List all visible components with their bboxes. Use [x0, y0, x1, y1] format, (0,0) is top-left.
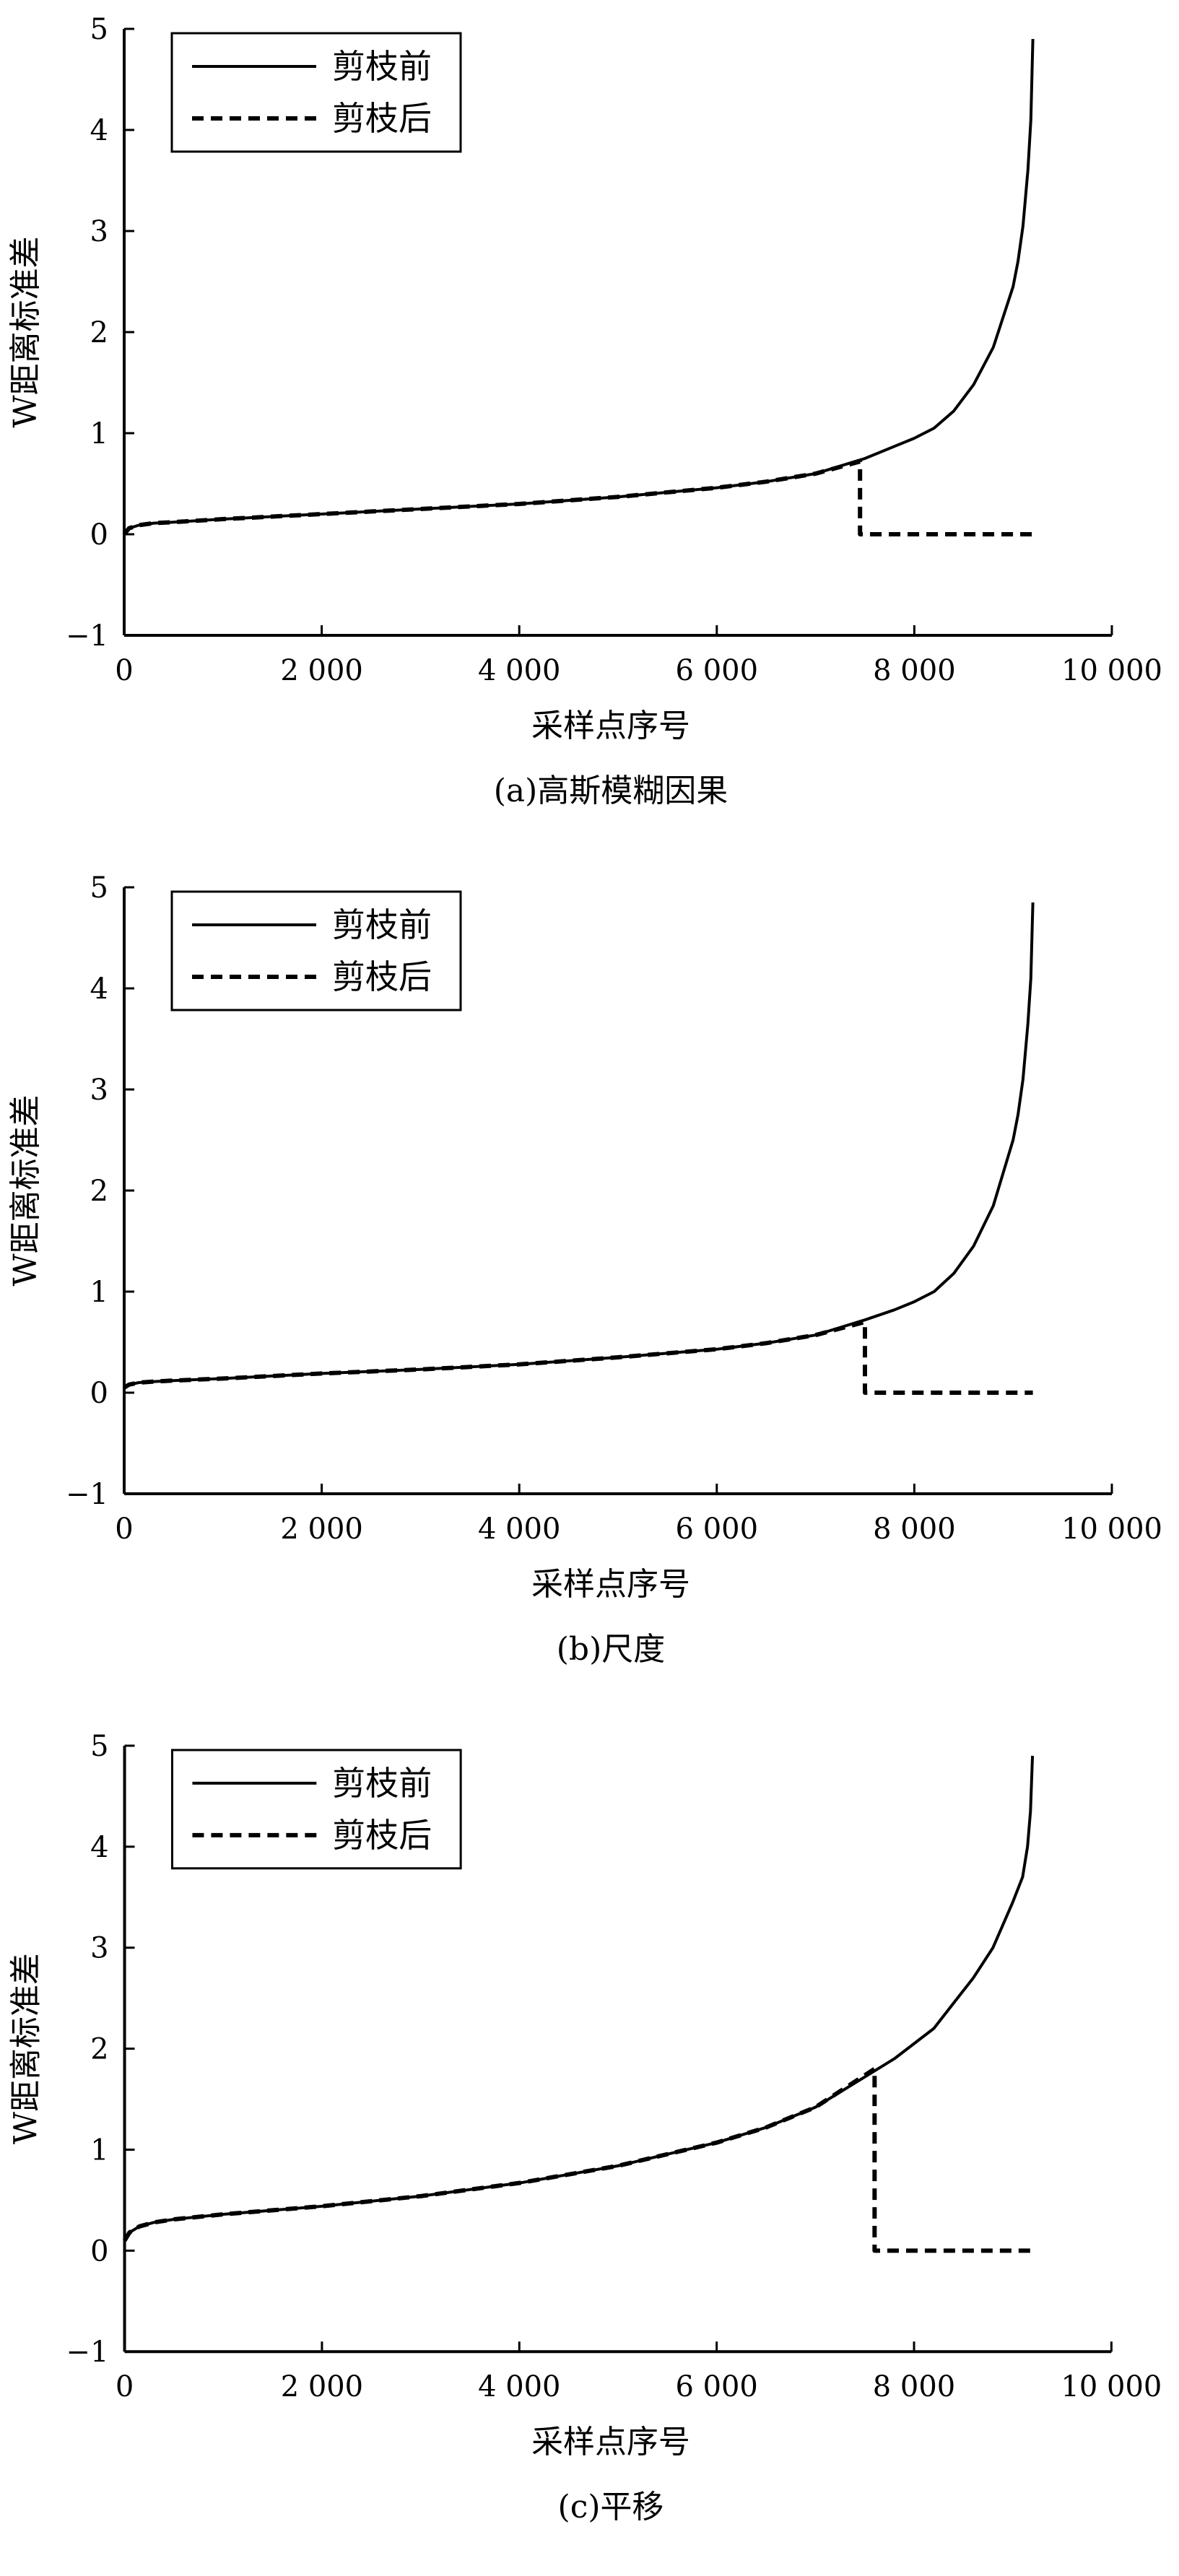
- y-tick-label: 1: [90, 1276, 108, 1309]
- legend-label: 剪枝前: [332, 47, 432, 86]
- y-axis-title: W距离标准差: [7, 236, 44, 427]
- x-tick-label: 0: [116, 2370, 134, 2403]
- x-tick-label: 4 000: [478, 654, 561, 687]
- y-tick-label: 5: [90, 1730, 108, 1763]
- y-tick-label: 1: [90, 2133, 108, 2167]
- y-tick-label: 0: [90, 2235, 108, 2268]
- y-axis-title: W距离标准差: [7, 1095, 44, 1286]
- legend-label: 剪枝后: [332, 957, 432, 996]
- series-line-after-pruning: [123, 1320, 1033, 1395]
- x-axis-title: 采样点序号: [531, 1566, 690, 1603]
- x-tick-label: 8 000: [873, 2370, 955, 2403]
- y-tick-label: 3: [90, 1074, 108, 1107]
- legend-label: 剪枝前: [332, 1764, 432, 1803]
- chart-caption: (c)平移: [558, 2489, 664, 2525]
- chart-caption: (b)尺度: [557, 1631, 666, 1668]
- y-tick-label: 3: [90, 1932, 108, 1965]
- y-tick-label: 2: [90, 1175, 108, 1208]
- y-tick-label: 0: [90, 1377, 108, 1410]
- y-tick-label: 5: [90, 13, 108, 46]
- legend-label: 剪枝前: [332, 905, 432, 944]
- x-tick-label: 8 000: [873, 654, 956, 687]
- x-tick-label: 8 000: [873, 1513, 956, 1546]
- legend-label: 剪枝后: [332, 99, 432, 138]
- y-tick-label: 3: [90, 215, 108, 248]
- x-tick-label: 2 000: [280, 654, 363, 687]
- y-tick-label: 5: [90, 871, 108, 905]
- series-line-after-pruning: [122, 2066, 1033, 2253]
- legend-label: 剪枝后: [332, 1816, 432, 1855]
- x-axis-title: 采样点序号: [531, 708, 690, 744]
- y-tick-label: 4: [90, 972, 108, 1006]
- x-tick-label: 2 000: [280, 1513, 363, 1546]
- legend-box: [170, 890, 462, 1011]
- x-tick-label: 6 000: [676, 1513, 759, 1546]
- y-tick-label: 4: [90, 114, 108, 147]
- x-tick-label: 10 000: [1061, 1513, 1162, 1546]
- y-tick-label: 2: [90, 2033, 108, 2066]
- x-tick-label: 0: [115, 654, 133, 687]
- legend-box: [170, 1749, 462, 1870]
- x-tick-label: 6 000: [676, 654, 759, 687]
- x-tick-label: 4 000: [478, 2370, 560, 2403]
- legend-box: [170, 32, 462, 153]
- x-axis-title: 采样点序号: [531, 2424, 690, 2460]
- y-axis-title: W距离标准差: [8, 1953, 45, 2144]
- x-tick-label: 10 000: [1061, 654, 1162, 687]
- y-tick-label: −1: [66, 619, 108, 653]
- x-tick-label: 10 000: [1061, 2370, 1162, 2403]
- x-tick-label: 6 000: [675, 2370, 757, 2403]
- x-tick-label: 4 000: [478, 1513, 561, 1546]
- y-tick-label: 0: [90, 518, 108, 552]
- y-tick-label: −1: [66, 2336, 109, 2369]
- chart-caption: (a)高斯模糊因果: [494, 773, 728, 809]
- x-tick-label: 2 000: [281, 2370, 363, 2403]
- y-tick-label: −1: [66, 1478, 108, 1511]
- y-tick-label: 2: [90, 316, 108, 349]
- y-tick-label: 4: [90, 1831, 108, 1864]
- y-tick-label: 1: [90, 417, 108, 451]
- series-line-after-pruning: [122, 459, 1033, 536]
- x-tick-label: 0: [115, 1513, 133, 1546]
